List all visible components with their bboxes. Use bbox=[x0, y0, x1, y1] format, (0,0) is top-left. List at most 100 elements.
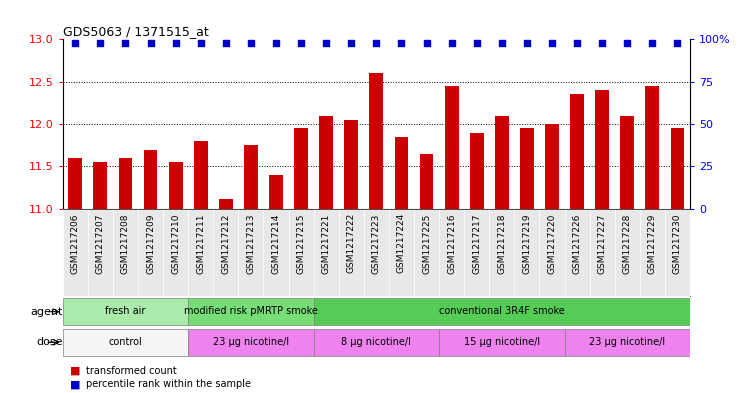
Point bbox=[546, 40, 558, 46]
Point bbox=[446, 40, 458, 46]
Bar bbox=[364, 209, 389, 296]
Point bbox=[596, 40, 608, 46]
Text: GSM1217219: GSM1217219 bbox=[523, 213, 531, 274]
Text: 8 μg nicotine/l: 8 μg nicotine/l bbox=[342, 337, 411, 347]
Bar bbox=[219, 199, 232, 209]
Point bbox=[245, 40, 257, 46]
Text: GSM1217217: GSM1217217 bbox=[472, 213, 481, 274]
Point bbox=[69, 40, 81, 46]
Text: GSM1217210: GSM1217210 bbox=[171, 213, 180, 274]
Text: dose: dose bbox=[36, 337, 63, 347]
Point bbox=[646, 40, 658, 46]
Bar bbox=[590, 209, 615, 296]
Bar bbox=[314, 329, 439, 356]
Bar bbox=[445, 86, 458, 209]
Bar bbox=[439, 329, 565, 356]
Bar bbox=[238, 209, 263, 296]
Bar bbox=[495, 116, 508, 209]
Text: GSM1217224: GSM1217224 bbox=[397, 213, 406, 274]
Bar bbox=[565, 329, 690, 356]
Bar bbox=[646, 86, 659, 209]
Bar bbox=[314, 298, 690, 325]
Bar bbox=[69, 158, 82, 209]
Text: GSM1217214: GSM1217214 bbox=[272, 213, 280, 274]
Bar bbox=[545, 124, 559, 209]
Bar bbox=[94, 162, 107, 209]
Bar bbox=[671, 129, 684, 209]
Text: GDS5063 / 1371515_at: GDS5063 / 1371515_at bbox=[63, 25, 208, 38]
Bar bbox=[144, 149, 157, 209]
Bar bbox=[119, 158, 132, 209]
Bar bbox=[420, 154, 433, 209]
Bar bbox=[565, 209, 590, 296]
Bar bbox=[269, 175, 283, 209]
Point bbox=[521, 40, 533, 46]
Text: GSM1217222: GSM1217222 bbox=[347, 213, 356, 274]
Text: GSM1217221: GSM1217221 bbox=[322, 213, 331, 274]
Bar bbox=[395, 137, 408, 209]
Text: 15 μg nicotine/l: 15 μg nicotine/l bbox=[463, 337, 540, 347]
Bar bbox=[596, 90, 609, 209]
Point bbox=[345, 40, 357, 46]
Bar bbox=[621, 116, 634, 209]
Point bbox=[672, 40, 683, 46]
Text: fresh air: fresh air bbox=[106, 306, 145, 316]
Bar bbox=[194, 141, 207, 209]
Point bbox=[396, 40, 407, 46]
Point bbox=[421, 40, 432, 46]
Bar bbox=[370, 73, 383, 209]
Point bbox=[120, 40, 131, 46]
Point bbox=[295, 40, 307, 46]
Text: GSM1217230: GSM1217230 bbox=[673, 213, 682, 274]
Bar bbox=[244, 145, 258, 209]
Text: GSM1217213: GSM1217213 bbox=[246, 213, 255, 274]
Text: control: control bbox=[108, 337, 142, 347]
Point bbox=[170, 40, 182, 46]
Text: conventional 3R4F smoke: conventional 3R4F smoke bbox=[439, 306, 565, 316]
Bar bbox=[489, 209, 514, 296]
Bar bbox=[414, 209, 439, 296]
Text: GSM1217218: GSM1217218 bbox=[497, 213, 506, 274]
Bar bbox=[113, 209, 138, 296]
Bar bbox=[169, 162, 182, 209]
Point bbox=[220, 40, 232, 46]
Bar bbox=[188, 209, 213, 296]
Bar bbox=[163, 209, 188, 296]
Bar bbox=[138, 209, 163, 296]
Bar bbox=[514, 209, 539, 296]
Text: GSM1217215: GSM1217215 bbox=[297, 213, 306, 274]
Bar bbox=[63, 298, 188, 325]
Text: transformed count: transformed count bbox=[86, 366, 177, 376]
Bar bbox=[294, 129, 308, 209]
Text: ■: ■ bbox=[70, 366, 80, 376]
Text: GSM1217216: GSM1217216 bbox=[447, 213, 456, 274]
Bar bbox=[539, 209, 565, 296]
Text: GSM1217226: GSM1217226 bbox=[573, 213, 582, 274]
Point bbox=[496, 40, 508, 46]
Text: GSM1217225: GSM1217225 bbox=[422, 213, 431, 274]
Text: ■: ■ bbox=[70, 379, 80, 389]
Point bbox=[320, 40, 332, 46]
Bar bbox=[188, 329, 314, 356]
Text: GSM1217229: GSM1217229 bbox=[648, 213, 657, 274]
Point bbox=[270, 40, 282, 46]
Bar bbox=[570, 94, 584, 209]
Point bbox=[571, 40, 583, 46]
Bar bbox=[289, 209, 314, 296]
Bar bbox=[439, 209, 464, 296]
Bar bbox=[63, 209, 88, 296]
Bar bbox=[63, 329, 188, 356]
Text: GSM1217207: GSM1217207 bbox=[96, 213, 105, 274]
Text: modified risk pMRTP smoke: modified risk pMRTP smoke bbox=[184, 306, 318, 316]
Bar bbox=[263, 209, 289, 296]
Bar bbox=[213, 209, 238, 296]
Text: GSM1217211: GSM1217211 bbox=[196, 213, 205, 274]
Text: GSM1217212: GSM1217212 bbox=[221, 213, 230, 274]
Text: GSM1217209: GSM1217209 bbox=[146, 213, 155, 274]
Point bbox=[621, 40, 633, 46]
Bar bbox=[389, 209, 414, 296]
Point bbox=[195, 40, 207, 46]
Bar bbox=[640, 209, 665, 296]
Text: 23 μg nicotine/l: 23 μg nicotine/l bbox=[589, 337, 666, 347]
Bar bbox=[520, 129, 534, 209]
